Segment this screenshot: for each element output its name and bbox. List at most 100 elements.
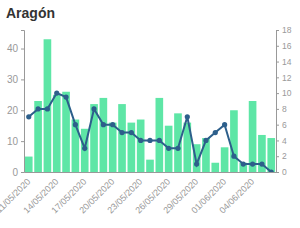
marker: [222, 122, 227, 127]
bar: [156, 98, 164, 172]
marker: [185, 114, 190, 119]
tick-mark: [276, 156, 279, 157]
tick-label: 0: [282, 167, 287, 177]
bar: [118, 104, 126, 172]
tick-mark: [21, 79, 24, 80]
tick-label: 16: [282, 41, 292, 51]
tick-label: 04/06/2020: [217, 177, 256, 216]
bar: [128, 123, 136, 172]
y2ticks-axis: 0 2 4 6 8 10 12 14 16 18: [276, 25, 292, 177]
tick: 30: [7, 74, 24, 85]
bar: [109, 123, 117, 172]
tick-label: 40: [7, 43, 19, 54]
bar-series: [25, 39, 275, 172]
bar: [230, 110, 238, 172]
marker: [54, 91, 59, 96]
marker: [129, 130, 134, 135]
markers: [26, 91, 274, 172]
tick: 20: [7, 105, 24, 116]
tick-mark: [21, 49, 24, 50]
axis-line: [25, 172, 277, 173]
tick: 40: [7, 43, 24, 54]
tick-mark: [276, 62, 279, 63]
tick-label: 8: [282, 104, 287, 114]
marker: [119, 130, 124, 135]
marker: [213, 130, 218, 135]
marker: [250, 162, 255, 167]
tick: 16: [276, 41, 292, 51]
bar: [146, 160, 154, 172]
marker: [269, 169, 274, 172]
tick-mark: [276, 77, 279, 78]
plot: 0 10 20 30 40 0 2 4 6 8 10 12 14 16 18 11/05/202014/05/…: [0, 25, 292, 215]
tick-mark: [276, 140, 279, 141]
bar: [25, 157, 33, 172]
marker: [157, 138, 162, 143]
bar: [137, 120, 145, 172]
tick-label: 14: [282, 57, 292, 67]
tick: 14: [276, 57, 292, 67]
tick-label: 20: [7, 105, 19, 116]
tick-label: 6: [282, 120, 287, 130]
tick: 10: [276, 88, 292, 98]
tick-mark: [276, 93, 279, 94]
marker: [91, 106, 96, 111]
bar: [221, 147, 229, 172]
tick-mark: [21, 141, 24, 142]
tick-mark: [21, 110, 24, 111]
marks: [25, 39, 275, 172]
marker: [147, 138, 152, 143]
tick: 0: [12, 167, 24, 178]
tick: 10: [7, 136, 24, 147]
tick-mark: [276, 109, 279, 110]
bar: [53, 95, 61, 172]
marker: [231, 154, 236, 159]
tick-mark: [276, 125, 279, 126]
title: Aragón: [6, 5, 55, 21]
tick-label: 10: [7, 136, 19, 147]
marker: [110, 122, 115, 127]
marker: [63, 94, 68, 99]
tick-mark: [21, 172, 24, 173]
marker: [241, 162, 246, 167]
marker: [166, 146, 171, 151]
tick: 4: [276, 136, 287, 146]
tick-label: 30: [7, 74, 19, 85]
tick-label: 0: [12, 167, 18, 178]
marker: [259, 162, 264, 167]
tick: 6: [276, 120, 287, 130]
marker: [82, 146, 87, 151]
marker: [45, 106, 50, 111]
tick: 8: [276, 104, 287, 114]
bar: [100, 98, 108, 172]
marker: [35, 106, 40, 111]
tick-label: 2: [282, 151, 287, 161]
tick-label: 18: [282, 25, 292, 35]
axis-line: [21, 31, 25, 173]
tick: 18: [276, 25, 292, 35]
marker: [194, 162, 199, 167]
tick-mark: [276, 46, 279, 47]
tick: 0: [276, 167, 287, 177]
x-axis: 11/05/202014/05/202017/05/202020/05/2020…: [0, 172, 276, 215]
marker: [101, 122, 106, 127]
marker: [73, 122, 78, 127]
marker: [175, 146, 180, 151]
tick-mark: [276, 30, 279, 31]
marker: [26, 114, 31, 119]
chart: Aragón 0 10 20 30 40 0 2 4 6 8 10 12 14 16 18 11/05/2020…: [0, 0, 300, 228]
bar: [267, 138, 275, 172]
tick: 2: [276, 151, 287, 161]
axis-line: [277, 31, 280, 173]
bar: [211, 163, 219, 172]
tick-label: 12: [282, 73, 292, 83]
bar: [249, 101, 257, 172]
marker: [203, 138, 208, 143]
tick-label: 4: [282, 136, 287, 146]
yticks-axis: 0 10 20 30 40: [7, 31, 25, 178]
tick: 12: [276, 73, 292, 83]
line: [29, 93, 271, 172]
marker: [138, 138, 143, 143]
tick-label: 10: [282, 88, 292, 98]
tick: 04/06/2020: [217, 172, 256, 215]
